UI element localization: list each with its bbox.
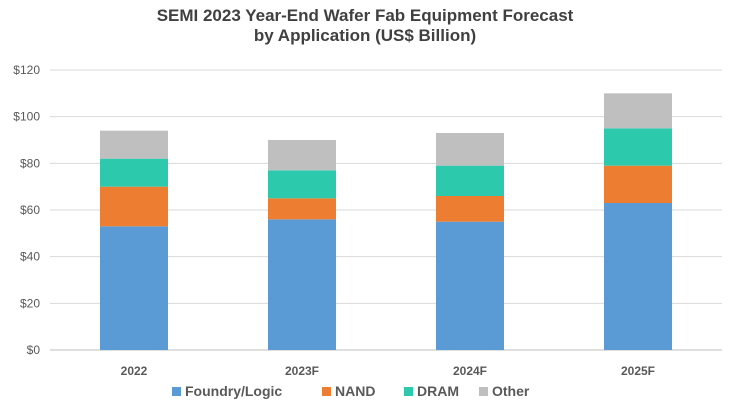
y-tick-label: $80 [20,156,40,170]
bar-segment-other [100,130,168,159]
bar-segment-foundry-logic [604,203,672,350]
x-category-label: 2023F [285,364,319,378]
bar-segment-dram [436,165,504,196]
bar-segment-foundry-logic [436,221,504,350]
x-category-label: 2025F [621,364,655,378]
x-category-label: 2022 [121,364,148,378]
y-tick-label: $0 [27,343,41,357]
bar-segment-dram [100,158,168,187]
legend-label: Foundry/Logic [185,383,282,399]
bar-segment-dram [268,170,336,199]
y-tick-label: $40 [20,250,40,264]
chart-title: SEMI 2023 Year-End Wafer Fab Equipment F… [156,6,574,25]
y-tick-label: $120 [13,63,40,77]
y-tick-label: $20 [20,296,40,310]
legend-label: NAND [335,383,375,399]
legend-swatch [172,387,181,396]
legend-swatch [479,387,488,396]
chart-title-block: SEMI 2023 Year-End Wafer Fab Equipment F… [0,6,730,46]
y-tick-label: $60 [20,203,40,217]
legend-swatch [404,387,413,396]
bar-segment-nand [100,186,168,227]
legend-swatch [322,387,331,396]
bar-segment-nand [268,198,336,220]
legend-label: Other [492,383,530,399]
chart-subtitle: by Application (US$ Billion) [253,26,477,45]
y-tick-label: $100 [13,110,40,124]
bar-segment-other [436,133,504,166]
bar-segment-nand [604,165,672,203]
bar-segment-foundry-logic [268,219,336,350]
bar-segment-dram [604,128,672,166]
bar-segment-other [268,140,336,171]
bar-segment-foundry-logic [100,226,168,350]
x-category-label: 2024F [453,364,487,378]
bar-segment-nand [436,196,504,222]
bar-segment-other [604,93,672,129]
legend-label: DRAM [417,383,459,399]
